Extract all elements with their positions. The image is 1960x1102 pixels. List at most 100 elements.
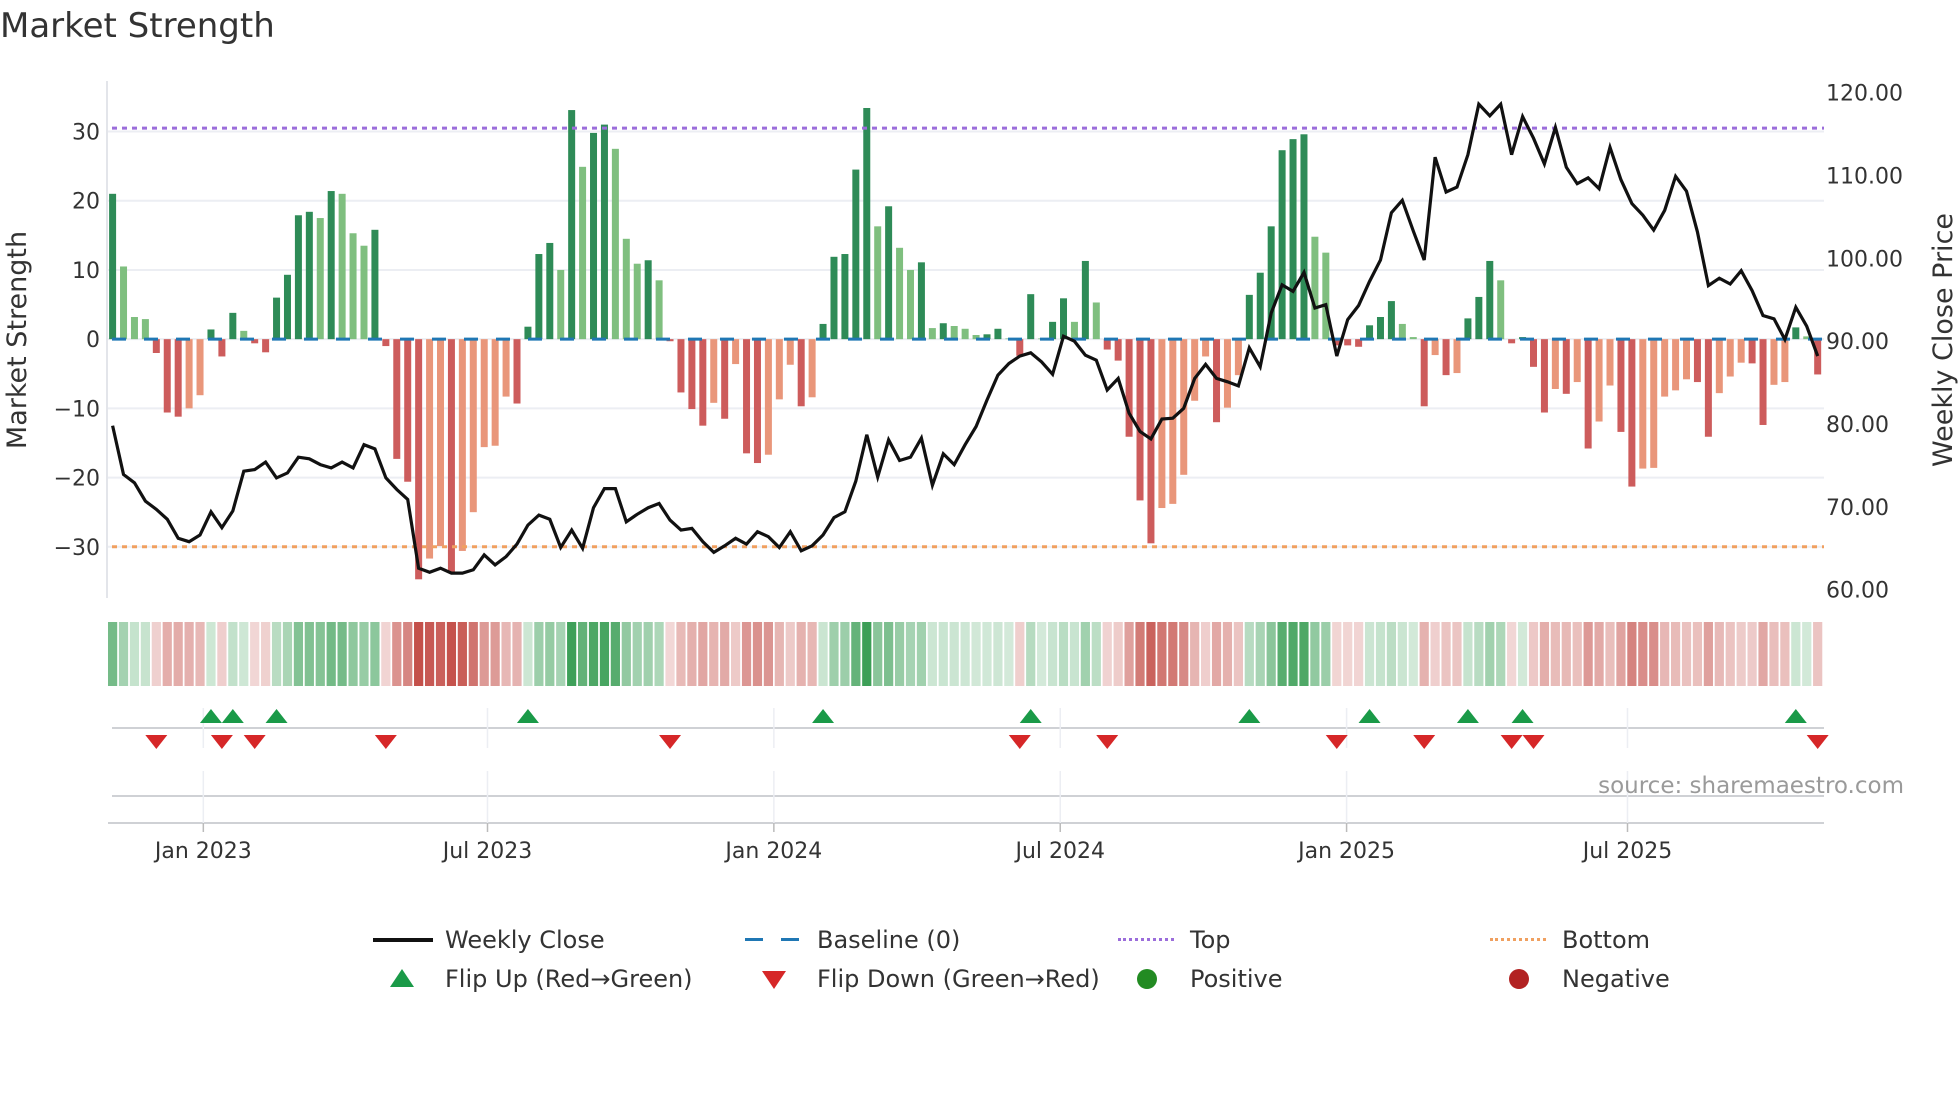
heat-cell bbox=[490, 622, 500, 686]
heat-cell bbox=[960, 622, 970, 686]
strength-bar bbox=[972, 335, 980, 340]
strength-bar bbox=[141, 319, 149, 340]
x-tick-label: Jan 2023 bbox=[153, 839, 252, 864]
strength-bar bbox=[1070, 321, 1078, 340]
strength-bar bbox=[1376, 317, 1384, 340]
heat-cell bbox=[1364, 622, 1375, 686]
heat-cell bbox=[381, 622, 391, 686]
heat-cell bbox=[1190, 622, 1200, 686]
strength-bar bbox=[491, 339, 499, 446]
strength-bar bbox=[1464, 318, 1472, 340]
strength-bar bbox=[152, 339, 160, 353]
heat-cell bbox=[1605, 622, 1615, 686]
heat-cell bbox=[1004, 622, 1014, 686]
strength-bar bbox=[590, 132, 598, 340]
flip-down-marker bbox=[243, 735, 266, 749]
strength-bar bbox=[1103, 339, 1111, 350]
heat-cell bbox=[1736, 622, 1746, 686]
strength-bar bbox=[1715, 339, 1723, 394]
strength-bar bbox=[1245, 294, 1253, 340]
heat-cell bbox=[1769, 622, 1779, 686]
strength-bar bbox=[885, 206, 893, 340]
heat-cell bbox=[501, 622, 511, 686]
heat-cell bbox=[1124, 622, 1134, 686]
x-tick-label: Jan 2024 bbox=[723, 839, 822, 864]
heat-cell bbox=[687, 622, 697, 686]
heat-cell bbox=[1146, 622, 1156, 686]
flip-up-marker bbox=[265, 709, 288, 723]
strength-bar bbox=[458, 339, 466, 551]
strength-bar bbox=[283, 274, 291, 340]
strength-bar bbox=[983, 334, 991, 340]
heat-cell bbox=[1015, 622, 1025, 686]
heat-cell bbox=[1386, 622, 1397, 686]
legend-bottom: Bottom bbox=[1490, 925, 1650, 955]
strength-bar bbox=[1704, 339, 1712, 437]
x-tick-label: Jul 2025 bbox=[1581, 839, 1673, 864]
legend-dotted-swatch bbox=[1490, 925, 1552, 955]
heat-cell bbox=[1332, 622, 1342, 686]
strength-bar bbox=[120, 266, 128, 340]
heat-cell bbox=[1288, 622, 1298, 686]
strength-bar bbox=[1770, 339, 1778, 385]
strength-bar bbox=[786, 339, 794, 365]
x-tick-label: Jan 2025 bbox=[1296, 839, 1395, 864]
strength-bar bbox=[437, 339, 444, 547]
legend-label: Bottom bbox=[1562, 926, 1651, 954]
strength-bar bbox=[393, 339, 401, 459]
strength-bar bbox=[174, 339, 182, 417]
x-tick-label: Jul 2024 bbox=[1013, 839, 1105, 864]
heat-cell bbox=[632, 622, 642, 686]
flip-down-marker bbox=[1008, 735, 1031, 749]
y-tick-label: −10 bbox=[54, 397, 100, 422]
heat-cell bbox=[1266, 622, 1276, 686]
legend-positive: Positive bbox=[1118, 964, 1283, 994]
heat-cell bbox=[654, 622, 664, 686]
legend-label: Negative bbox=[1562, 965, 1670, 993]
heat-cell bbox=[818, 622, 828, 686]
heat-cell bbox=[479, 622, 489, 686]
heat-cell bbox=[665, 622, 675, 686]
heat-cell bbox=[348, 622, 358, 686]
strength-bar bbox=[502, 339, 510, 397]
strength-bar bbox=[415, 339, 423, 580]
heat-cell bbox=[261, 622, 271, 686]
heat-cell bbox=[1069, 622, 1080, 686]
strength-bar bbox=[1442, 339, 1450, 376]
y-tick-label: −20 bbox=[54, 467, 100, 492]
legend-label: Flip Down (Green→Red) bbox=[817, 965, 1100, 993]
heat-cell bbox=[1791, 622, 1801, 686]
heat-cell bbox=[949, 622, 959, 686]
strength-bar bbox=[1234, 339, 1242, 376]
heat-cell bbox=[588, 622, 599, 686]
legend-label: Positive bbox=[1190, 965, 1283, 993]
strength-bar bbox=[1540, 339, 1548, 413]
strength-bar bbox=[316, 218, 324, 340]
flip-down-marker bbox=[659, 735, 682, 749]
strength-bar bbox=[1355, 339, 1363, 347]
strength-bar bbox=[305, 211, 313, 340]
strength-bar bbox=[1311, 236, 1319, 340]
heat-cell bbox=[1244, 622, 1254, 686]
strength-bar bbox=[1223, 339, 1231, 408]
heat-cell bbox=[720, 622, 730, 686]
strength-bar bbox=[961, 328, 969, 340]
heat-cell bbox=[1080, 622, 1090, 686]
heat-cell bbox=[610, 622, 620, 686]
heat-cell bbox=[1058, 622, 1069, 686]
strength-bar bbox=[1672, 339, 1680, 391]
heat-cell bbox=[545, 622, 555, 686]
heat-cell bbox=[1419, 622, 1429, 686]
heat-cell bbox=[1714, 622, 1724, 686]
strength-bar bbox=[699, 339, 707, 426]
heat-cell bbox=[414, 622, 424, 686]
grid-lines bbox=[107, 130, 1824, 548]
heat-cell bbox=[905, 622, 916, 686]
heat-cell bbox=[676, 622, 686, 686]
heat-cell bbox=[1681, 622, 1692, 686]
y2-tick-label: 110.00 bbox=[1826, 164, 1903, 189]
flip-up-marker bbox=[1358, 709, 1381, 723]
heat-cell bbox=[971, 622, 981, 686]
heat-cell bbox=[315, 622, 325, 686]
heat-cell bbox=[512, 622, 522, 686]
